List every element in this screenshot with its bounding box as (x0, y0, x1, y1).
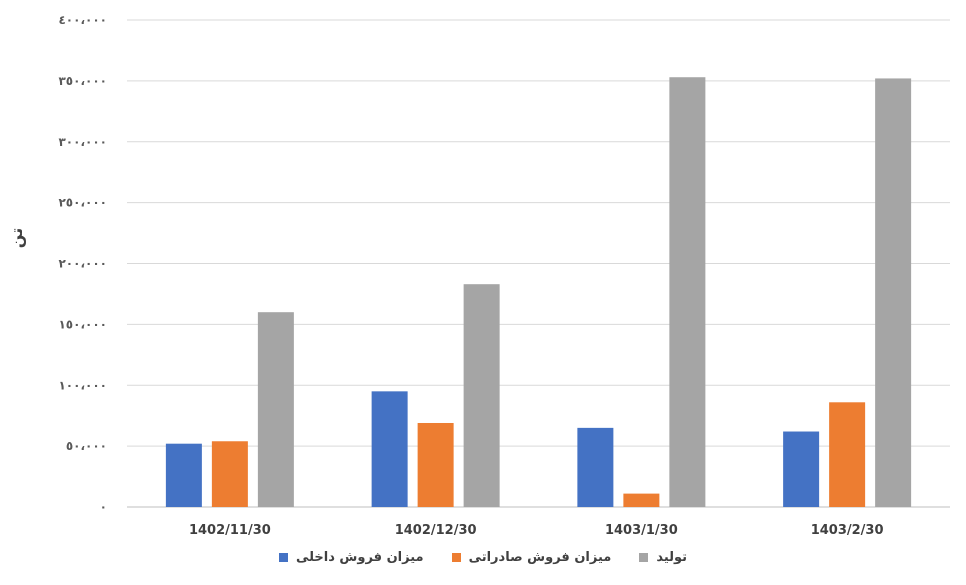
y-tick-label: ٢٥٠،٠٠٠ (58, 196, 107, 210)
y-tick-label: ٣٥٠،٠٠٠ (58, 74, 107, 88)
bar (783, 431, 820, 507)
bar (371, 391, 408, 507)
legend-swatch (639, 553, 649, 562)
y-tick-label: ٢٠٠،٠٠٠ (58, 257, 107, 271)
x-tick-label: 1403/2/30 (811, 523, 884, 538)
gridlines (127, 19, 950, 508)
y-tick-label: ١٠٠،٠٠٠ (58, 378, 107, 392)
legend-label: میزان فروش داخلی (295, 550, 424, 565)
bar (829, 402, 866, 507)
legend-label: تولید (656, 550, 688, 565)
bar (577, 427, 614, 507)
bars (165, 77, 912, 507)
x-tick-label: 1402/12/30 (395, 523, 477, 538)
bar (165, 443, 202, 507)
y-axis-label: تن (7, 228, 26, 248)
x-tick-label: 1402/11/30 (189, 523, 271, 538)
y-tick-label: ١٥٠،٠٠٠ (58, 317, 107, 331)
bar (669, 77, 706, 507)
bar (211, 441, 248, 507)
y-tick-label: ٣٠٠،٠٠٠ (58, 135, 107, 149)
legend-item: تولید (639, 550, 687, 565)
y-tick-label: ٠ (100, 500, 107, 514)
legend-item: میزان فروش داخلی (278, 550, 424, 565)
y-tick-label: ٥٠،٠٠٠ (66, 439, 107, 453)
bar (875, 78, 912, 507)
x-tick-label: 1403/1/30 (605, 523, 678, 538)
y-tick-label: ٤٠٠،٠٠٠ (58, 13, 107, 27)
legend-swatch (451, 553, 461, 562)
bar (257, 312, 294, 507)
legend: میزان فروش داخلی میزان فروش صادراتی تولید (0, 550, 966, 565)
bar (623, 493, 660, 507)
x-axis-tick-labels: 1402/11/30 1402/12/30 1403/1/30 1403/2/30 (189, 523, 884, 538)
y-axis-tick-labels: ٠ ٥٠،٠٠٠ ١٠٠،٠٠٠ ١٥٠،٠٠٠ ٢٠٠،٠٠٠ ٢٥٠،٠٠٠ ٣٠٠،٠… (58, 13, 107, 514)
legend-item: میزان فروش صادراتی (451, 550, 612, 565)
bar (417, 422, 454, 507)
bar (463, 284, 500, 507)
legend-swatch (278, 553, 288, 562)
legend-label: میزان فروش صادراتی (468, 550, 612, 565)
